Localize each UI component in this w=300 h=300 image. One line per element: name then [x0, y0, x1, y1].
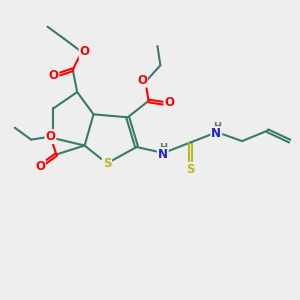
Text: O: O	[35, 160, 45, 173]
Text: O: O	[45, 130, 56, 143]
Text: H: H	[213, 122, 221, 132]
Text: O: O	[137, 74, 147, 87]
Text: O: O	[48, 69, 59, 82]
Text: H: H	[159, 142, 167, 153]
Text: O: O	[80, 45, 90, 58]
Text: S: S	[103, 157, 111, 170]
Text: N: N	[158, 148, 168, 161]
Text: N: N	[211, 127, 221, 140]
Text: S: S	[186, 163, 194, 176]
Text: O: O	[164, 96, 174, 109]
